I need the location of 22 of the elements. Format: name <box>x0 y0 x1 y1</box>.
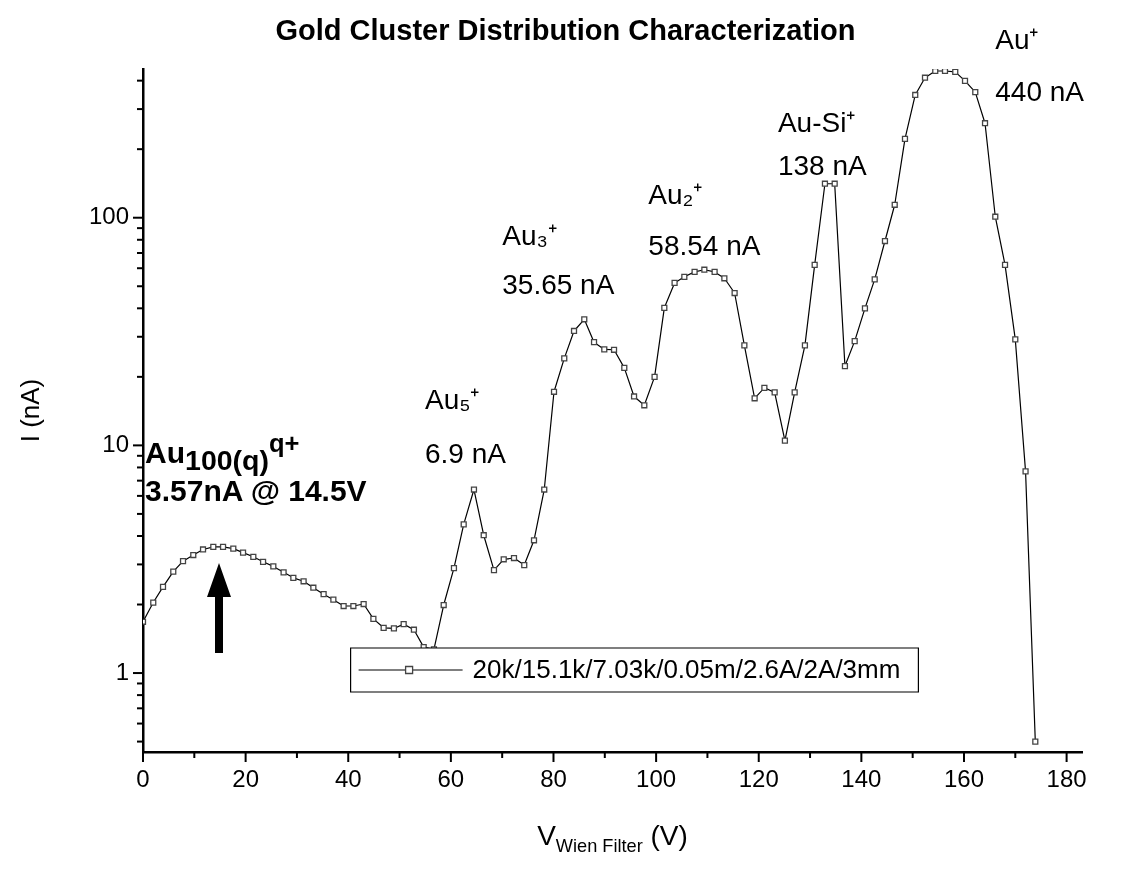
x-tick-label: 100 <box>636 765 677 793</box>
x-tick-label: 60 <box>437 765 465 793</box>
x-tick-label: 180 <box>1046 765 1087 793</box>
annotation: Au₂⁺ 58.54 nA <box>648 178 761 264</box>
y-tick-label: 10 <box>102 430 129 458</box>
x-tick-label: 40 <box>334 765 362 793</box>
y-axis-title: I (nA) <box>14 377 46 444</box>
annotation: Au-Si⁺ 138 nA <box>777 106 867 184</box>
x-tick-label: 140 <box>841 765 882 793</box>
x-tick-label: 120 <box>738 765 779 793</box>
y-tick-label: 1 <box>115 657 129 685</box>
x-tick-label: 0 <box>136 765 150 793</box>
annotation: Au₅⁺ 6.9 nA <box>424 382 506 471</box>
chart-title: Gold Cluster Distribution Characterization <box>275 14 856 46</box>
annotation: Au₃⁺ 35.65 nA <box>502 219 615 302</box>
y-tick-label: 100 <box>88 202 129 230</box>
x-axis-title: V$_{Wien Filter}$ (V) <box>536 820 689 856</box>
legend-label: 20k/15.1k/7.03k/0.05m/2.6A/2A/3mm <box>472 654 901 685</box>
x-tick-label: 160 <box>943 765 985 793</box>
x-tick-label: 80 <box>540 765 567 793</box>
annotation: Au⁺ 440 nA <box>995 23 1084 110</box>
x-tick-label: 20 <box>232 765 259 793</box>
